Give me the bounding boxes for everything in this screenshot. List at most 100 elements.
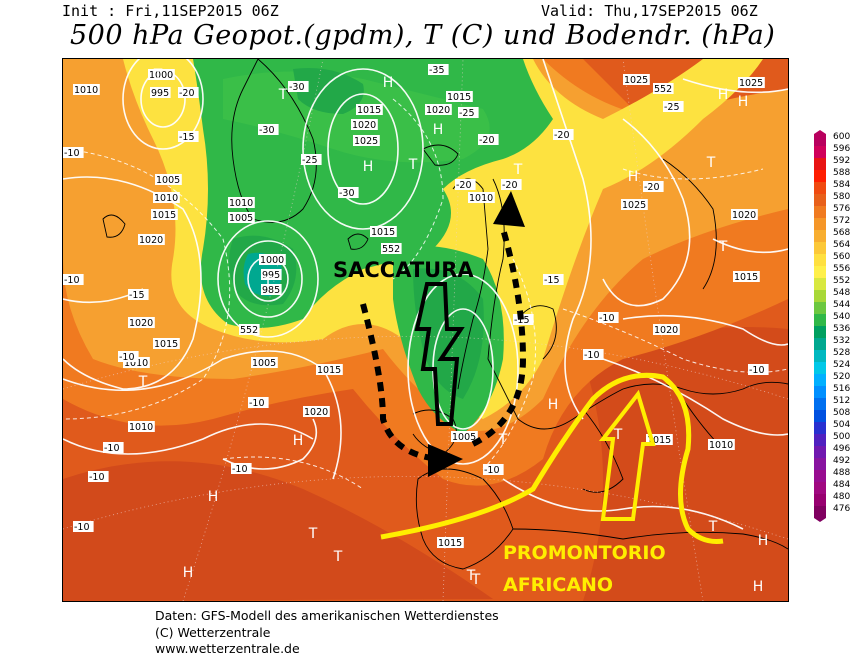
- scale-label: 536: [833, 324, 850, 334]
- temperature-label-bg: [178, 131, 199, 142]
- isobar-label: 1025: [622, 200, 646, 211]
- scale-label: 492: [833, 456, 850, 466]
- isobar-label: 1010: [229, 198, 253, 209]
- isobar-label-bg: [123, 357, 150, 368]
- isobar-label-bg: [261, 284, 282, 295]
- temperature-label-bg: [63, 147, 84, 158]
- temperature-label-bg: [301, 154, 322, 165]
- temperature-label: -10: [249, 398, 265, 409]
- temperature-label: -10: [74, 522, 90, 533]
- isobar-label: 1015: [371, 227, 395, 238]
- scale-label: 512: [833, 396, 850, 406]
- scale-label: 588: [833, 168, 850, 178]
- ridge-outline: [380, 372, 724, 544]
- temperature-label-bg: [103, 442, 124, 453]
- high-center-alps: H: [548, 397, 559, 413]
- scale-label: 552: [833, 276, 850, 286]
- scale-label: 476: [833, 504, 850, 514]
- footer-website: www.wetterzentrale.de: [155, 641, 300, 656]
- isobar-label: 995: [151, 88, 169, 99]
- scale-swatch: [814, 302, 826, 314]
- scale-swatch: [814, 494, 826, 506]
- temperature-label-bg: [128, 289, 149, 300]
- scale-label: 532: [833, 336, 850, 346]
- temperature-label-bg: [338, 187, 359, 198]
- scale-swatch: [814, 230, 826, 242]
- temperature-label: -15: [129, 290, 145, 301]
- isobar-label: 1015: [647, 435, 671, 446]
- temperature-label: -20: [644, 182, 660, 193]
- scale-swatch: [814, 362, 826, 374]
- isobar-label: 1000: [149, 70, 173, 81]
- temperature-label: -20: [502, 180, 518, 191]
- temperature-label-bg: [455, 179, 476, 190]
- temperature-label-bg: [231, 463, 252, 474]
- isobar-label: 1010: [129, 422, 153, 433]
- trough-flow-lines: [360, 228, 527, 462]
- temperature-label-bg: [598, 312, 619, 323]
- isobar-label: 1010: [709, 440, 733, 451]
- temperature-label: -25: [664, 102, 680, 113]
- scale-swatch: [814, 314, 826, 326]
- scale-swatch: [814, 242, 826, 254]
- scale-label: 524: [833, 360, 850, 370]
- temperature-label: -15: [514, 315, 530, 326]
- isobar-label-bg: [738, 77, 765, 88]
- scale-swatch: [814, 266, 826, 278]
- isobar-label-bg: [446, 91, 473, 102]
- isobar-label: 1000: [260, 255, 284, 266]
- low-center-atlantic: T: [263, 275, 273, 291]
- temperature-label-bg: [88, 471, 109, 482]
- scale-label: 500: [833, 432, 850, 442]
- scale-bottom-cap: [814, 518, 826, 522]
- temperature-label-bg: [583, 349, 604, 360]
- isobar-label-bg: [128, 421, 155, 432]
- geopotential-label: 552: [382, 244, 400, 255]
- low-center-ne: T: [706, 155, 716, 171]
- isobar-label: 1020: [654, 325, 678, 336]
- isobar-label: 1020: [352, 120, 376, 131]
- trough-down-arrow: [414, 282, 465, 426]
- scale-label: 516: [833, 384, 850, 394]
- scale-label: 580: [833, 192, 850, 202]
- temperature-label: -30: [289, 82, 305, 93]
- isobar-label-bg: [261, 269, 282, 280]
- low-center-balkans: T: [613, 427, 623, 443]
- trough-arrow-north: [493, 191, 525, 227]
- isobar-label: 1005: [156, 175, 180, 186]
- low-center-trough: T: [498, 432, 508, 448]
- isobar-label-bg: [621, 199, 648, 210]
- scale-swatch: [814, 470, 826, 482]
- scale-swatch: [814, 218, 826, 230]
- isobar-label: 1005: [252, 358, 276, 369]
- isobar-label: 1015: [734, 272, 758, 283]
- isobar-label: 1005: [452, 432, 476, 443]
- scale-swatch: [814, 326, 826, 338]
- high-center-far-ne: H: [718, 87, 729, 103]
- isobar-label: 1020: [426, 105, 450, 116]
- scale-label: 556: [833, 264, 850, 274]
- scale-swatch: [814, 338, 826, 350]
- temperature-label: -20: [479, 135, 495, 146]
- temperature-label: -25: [302, 155, 318, 166]
- isobar-label: 1020: [139, 235, 163, 246]
- isobar-label-bg: [437, 537, 464, 548]
- temperature-label: -10: [599, 313, 615, 324]
- low-center-north: T: [408, 157, 418, 173]
- high-center-south: H: [183, 565, 194, 581]
- isobar-label-bg: [353, 135, 380, 146]
- geopotential-label-bg: [381, 243, 402, 254]
- isobar-label: 985: [262, 285, 280, 296]
- isobar-label-bg: [150, 87, 171, 98]
- high-center-top: H: [383, 75, 394, 91]
- scale-swatch: [814, 434, 826, 446]
- high-center-azores: H: [293, 433, 304, 449]
- isobar-label: 1010: [469, 193, 493, 204]
- init-time: Init : Fri,11SEP2015 06Z: [62, 2, 279, 20]
- temperature-label-bg: [643, 181, 664, 192]
- isobar-label-bg: [251, 357, 278, 368]
- isobar-label: 1015: [317, 365, 341, 376]
- footer-data-source: Daten: GFS-Modell des amerikanischen Wet…: [155, 608, 499, 623]
- isobar-label: 1025: [354, 136, 378, 147]
- low-center-africa: T: [466, 568, 476, 584]
